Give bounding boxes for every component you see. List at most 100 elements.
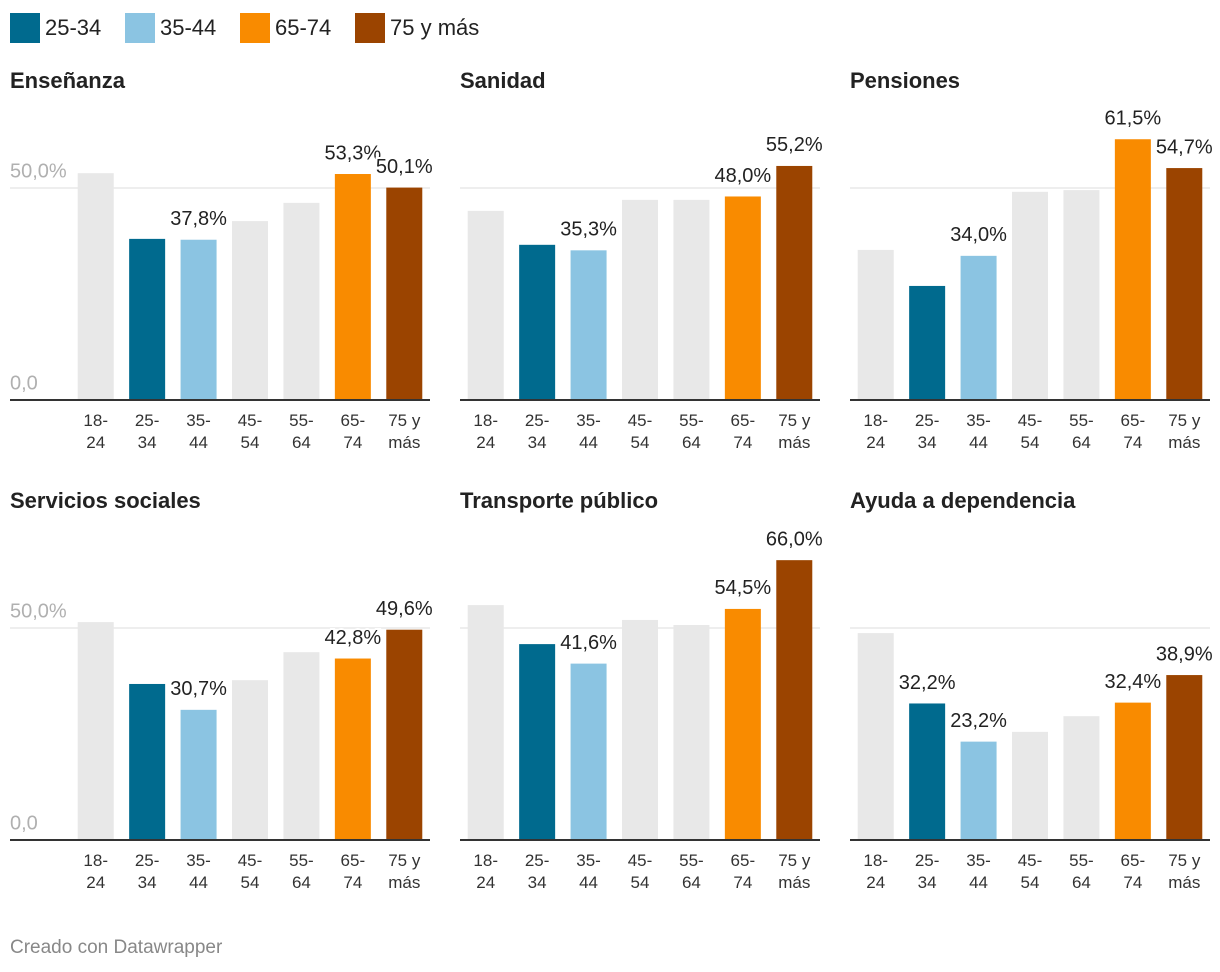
x-tick-label: 55-64 [679,411,704,452]
bar [283,652,320,840]
x-tick-label: 55-64 [289,411,314,452]
x-tick-label: 45-54 [627,851,653,892]
y-tick-label: 50,0% [10,160,67,182]
bar [334,174,371,400]
x-tick-label: 75 y más [778,851,811,892]
bar [960,255,997,400]
bar [909,703,946,840]
x-tick-label: 25-34 [524,851,550,892]
bar [334,658,371,840]
x-tick-label: 18-24 [863,851,888,892]
bar [180,239,217,400]
x-tick-label: 35-44 [966,411,991,452]
bar [129,683,166,840]
bar [1114,139,1151,401]
x-tick-label: 75 y más [388,411,421,452]
x-tick-label: 35-44 [186,851,211,892]
x-tick-label: 35-44 [576,411,601,452]
x-tick-label: 25-34 [914,411,940,452]
x-tick-label: 25-34 [134,411,160,452]
bar [1012,731,1048,840]
bar [1012,191,1048,400]
bar [232,221,268,400]
x-tick-label: 45-54 [1017,851,1043,892]
bar [776,560,813,840]
x-tick-label: 25-34 [134,851,160,892]
legend-swatch [240,13,270,43]
bar [909,285,946,400]
x-tick-label: 75 y más [388,851,421,892]
bar [467,210,504,400]
bar [519,244,556,400]
legend-swatch [125,13,155,43]
bar [1166,675,1203,840]
x-tick-label: 75 y más [1168,851,1201,892]
bar [724,608,761,840]
bar [673,199,710,400]
value-label: 23,2% [950,710,1007,732]
bar [960,741,997,840]
panel-title: Ayuda a dependencia [850,488,1076,513]
value-label: 30,7% [170,678,227,700]
value-label: 32,4% [1104,671,1161,693]
bar [129,238,166,400]
value-label: 32,2% [899,672,956,694]
bar [724,196,761,400]
x-tick-label: 18-24 [83,851,108,892]
footer: Creado con Datawrapper [10,937,223,958]
bar [77,622,114,840]
value-label: 55,2% [766,134,823,156]
x-tick-label: 55-64 [1069,411,1094,452]
x-tick-label: 45-54 [627,411,653,452]
x-tick-label: 18-24 [473,411,498,452]
bar [570,250,607,400]
x-tick-label: 65-74 [340,411,366,452]
panel-title: Servicios sociales [10,488,201,513]
panel-title: Transporte público [460,488,658,513]
bar [519,644,556,840]
x-tick-label: 18-24 [473,851,498,892]
x-tick-label: 65-74 [730,411,756,452]
value-label: 49,6% [376,598,433,620]
value-label: 48,0% [714,165,771,187]
bar [232,680,268,840]
x-tick-label: 35-44 [966,851,991,892]
value-label: 42,8% [324,627,381,649]
bar [857,633,894,840]
bar [77,173,114,400]
bar [1063,716,1100,840]
panel-title: Pensiones [850,68,960,93]
x-tick-label: 18-24 [83,411,108,452]
value-label: 34,0% [950,224,1007,246]
bar [386,629,423,840]
x-tick-label: 45-54 [237,851,263,892]
panel-title: Enseñanza [10,68,126,93]
x-tick-label: 75 y más [1168,411,1201,452]
bar [622,619,658,840]
x-tick-label: 18-24 [863,411,888,452]
bar [1063,190,1100,400]
bar [180,709,217,840]
bar [467,605,504,840]
x-tick-label: 35-44 [576,851,601,892]
x-tick-label: 45-54 [237,411,263,452]
x-tick-label: 65-74 [1120,411,1146,452]
legend-swatch [355,13,385,43]
value-label: 50,1% [376,156,433,178]
value-label: 38,9% [1156,643,1213,665]
bar [1166,168,1203,400]
x-tick-label: 55-64 [289,851,314,892]
bar [283,202,320,400]
y-tick-label: 50,0% [10,600,67,622]
x-tick-label: 55-64 [1069,851,1094,892]
y-tick-label: 0,0 [10,372,38,394]
x-tick-label: 75 y más [778,411,811,452]
bar [570,663,607,840]
bar [386,187,423,400]
value-label: 54,5% [714,577,771,599]
panel-title: Sanidad [460,68,546,93]
x-tick-label: 65-74 [340,851,366,892]
x-tick-label: 65-74 [1120,851,1146,892]
